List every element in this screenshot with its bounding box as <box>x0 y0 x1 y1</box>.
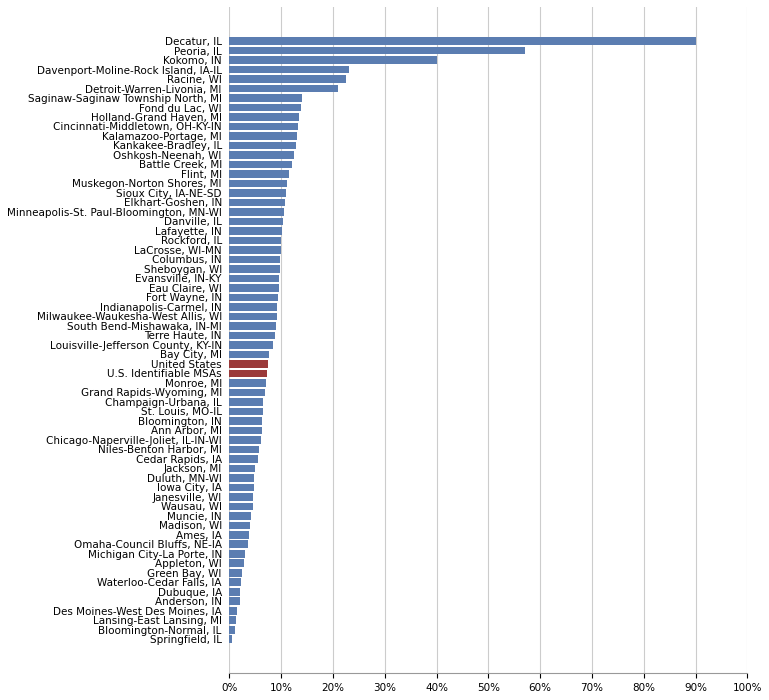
Bar <box>229 85 338 92</box>
Bar <box>229 465 255 472</box>
Bar <box>229 598 240 605</box>
Bar <box>229 189 286 197</box>
Bar <box>229 351 269 358</box>
Bar <box>229 94 302 101</box>
Bar <box>229 341 274 349</box>
Bar <box>229 104 301 111</box>
Bar <box>229 588 241 596</box>
Bar <box>229 474 255 482</box>
Bar <box>229 578 241 586</box>
Bar <box>229 455 258 463</box>
Bar <box>229 550 245 558</box>
Bar <box>229 522 250 529</box>
Bar <box>229 484 254 491</box>
Bar <box>229 293 278 301</box>
Bar <box>229 398 263 406</box>
Bar <box>229 122 298 130</box>
Bar <box>229 170 289 178</box>
Bar <box>229 56 437 64</box>
Bar <box>229 559 244 567</box>
Bar <box>229 75 346 83</box>
Bar <box>229 407 262 415</box>
Bar <box>229 208 284 216</box>
Bar <box>229 313 277 320</box>
Bar <box>229 256 280 263</box>
Bar <box>229 265 280 273</box>
Bar <box>229 426 261 434</box>
Bar <box>229 389 265 396</box>
Bar <box>229 360 268 368</box>
Bar <box>229 436 261 444</box>
Bar <box>229 303 277 311</box>
Bar <box>229 113 299 121</box>
Bar <box>229 512 251 519</box>
Bar <box>229 199 285 206</box>
Bar <box>229 284 278 292</box>
Bar <box>229 493 253 500</box>
Bar <box>229 37 695 45</box>
Bar <box>229 66 348 74</box>
Bar <box>229 607 237 615</box>
Bar <box>229 180 288 188</box>
Bar <box>229 246 281 253</box>
Bar <box>229 132 297 140</box>
Bar <box>229 531 249 538</box>
Bar <box>229 151 295 159</box>
Bar <box>229 274 279 282</box>
Bar <box>229 417 262 425</box>
Bar <box>229 218 283 225</box>
Bar <box>229 332 275 340</box>
Bar <box>229 569 242 577</box>
Bar <box>229 379 266 386</box>
Bar <box>229 322 276 330</box>
Bar <box>229 227 282 235</box>
Bar <box>229 503 253 510</box>
Bar <box>229 370 267 377</box>
Bar <box>229 237 281 244</box>
Bar <box>229 161 291 168</box>
Bar <box>229 540 248 548</box>
Bar <box>229 141 296 149</box>
Bar <box>229 626 235 634</box>
Bar <box>229 636 232 643</box>
Bar <box>229 617 235 624</box>
Bar <box>229 445 259 453</box>
Bar <box>229 47 524 55</box>
